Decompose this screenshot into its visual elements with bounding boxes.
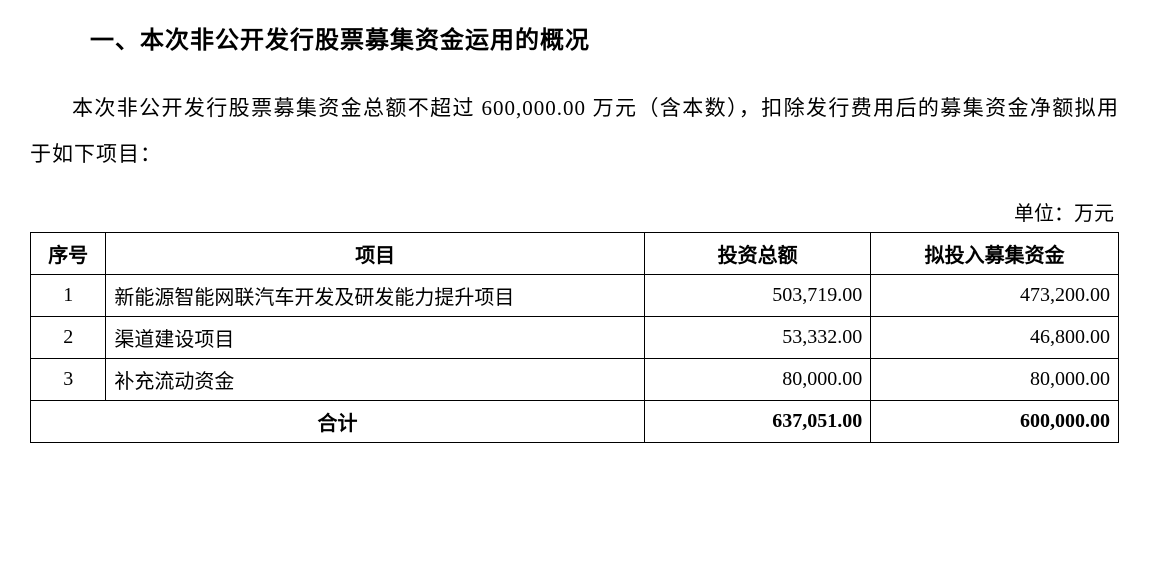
cell-project: 新能源智能网联汽车开发及研发能力提升项目	[106, 275, 645, 317]
cell-fund: 473,200.00	[871, 275, 1119, 317]
section-heading: 一、本次非公开发行股票募集资金运用的概况	[90, 20, 1119, 55]
col-header-total: 投资总额	[645, 233, 871, 275]
cell-seq: 2	[31, 317, 106, 359]
cell-fund: 80,000.00	[871, 359, 1119, 401]
total-amount: 637,051.00	[645, 401, 871, 443]
unit-label: 单位：万元	[30, 197, 1119, 226]
cell-total: 80,000.00	[645, 359, 871, 401]
intro-paragraph: 本次非公开发行股票募集资金总额不超过 600,000.00 万元（含本数），扣除…	[30, 85, 1119, 177]
cell-total: 53,332.00	[645, 317, 871, 359]
col-header-fund: 拟投入募集资金	[871, 233, 1119, 275]
total-label: 合计	[31, 401, 645, 443]
cell-total: 503,719.00	[645, 275, 871, 317]
table-row: 2 渠道建设项目 53,332.00 46,800.00	[31, 317, 1119, 359]
total-fund: 600,000.00	[871, 401, 1119, 443]
table-row: 3 补充流动资金 80,000.00 80,000.00	[31, 359, 1119, 401]
cell-project: 渠道建设项目	[106, 317, 645, 359]
funds-table: 序号 项目 投资总额 拟投入募集资金 1 新能源智能网联汽车开发及研发能力提升项…	[30, 232, 1119, 443]
cell-fund: 46,800.00	[871, 317, 1119, 359]
table-total-row: 合计 637,051.00 600,000.00	[31, 401, 1119, 443]
col-header-project: 项目	[106, 233, 645, 275]
cell-seq: 1	[31, 275, 106, 317]
cell-project: 补充流动资金	[106, 359, 645, 401]
table-row: 1 新能源智能网联汽车开发及研发能力提升项目 503,719.00 473,20…	[31, 275, 1119, 317]
table-header-row: 序号 项目 投资总额 拟投入募集资金	[31, 233, 1119, 275]
col-header-seq: 序号	[31, 233, 106, 275]
cell-seq: 3	[31, 359, 106, 401]
